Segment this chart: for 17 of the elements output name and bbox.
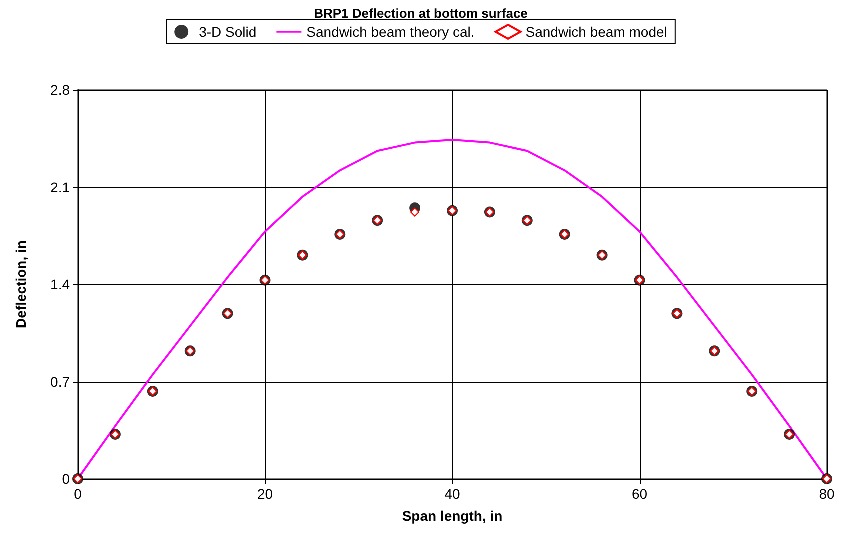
x-tick-label: 80 (819, 486, 835, 502)
x-tick-label: 40 (444, 486, 460, 502)
y-tick-label: 0 (62, 471, 70, 487)
x-tick-label: 20 (257, 486, 274, 502)
legend-label: Sandwich beam theory cal. (306, 24, 475, 40)
y-tick-label: 0.7 (50, 374, 70, 390)
chart-title: BRP1 Deflection at bottom surface (314, 6, 528, 21)
x-tick-label: 60 (632, 486, 648, 502)
y-axis-title: Deflection, in (13, 240, 29, 328)
legend-label: Sandwich beam model (526, 24, 668, 40)
y-tick-label: 2.1 (50, 179, 70, 196)
point (410, 208, 420, 217)
x-axis-title: Span length, in (402, 508, 503, 524)
legend-label: 3-D Solid (199, 24, 257, 40)
y-tick-label: 1.4 (50, 276, 70, 292)
y-tick-label: 2.8 (50, 82, 70, 98)
x-tick-label: 0 (74, 486, 82, 502)
